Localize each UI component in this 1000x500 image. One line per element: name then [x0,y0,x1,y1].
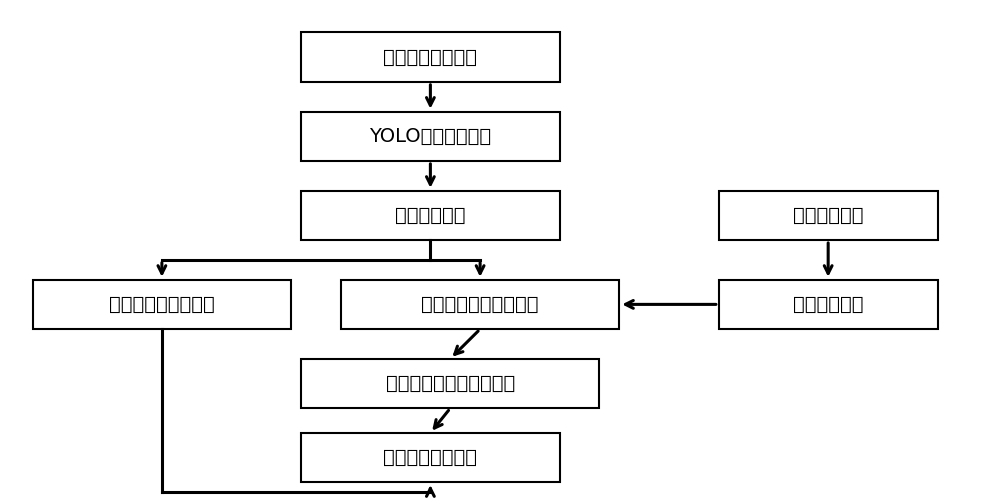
FancyBboxPatch shape [301,433,560,482]
FancyBboxPatch shape [301,190,560,240]
Text: 天花板高度处内扰修正: 天花板高度处内扰修正 [421,295,539,314]
Text: 室内温度预测模型: 室内温度预测模型 [383,448,477,467]
Text: 所需高度处无人状态温度: 所需高度处无人状态温度 [386,374,515,393]
Text: 光纤修正温度: 光纤修正温度 [793,295,863,314]
FancyBboxPatch shape [719,280,938,329]
FancyBboxPatch shape [33,280,291,329]
FancyBboxPatch shape [341,280,619,329]
Text: 所需高度处内扰修正: 所需高度处内扰修正 [109,295,215,314]
Text: 光纤监测温度: 光纤监测温度 [793,206,863,225]
FancyBboxPatch shape [719,190,938,240]
FancyBboxPatch shape [301,112,560,161]
Text: YOLO目标检测算法: YOLO目标检测算法 [369,127,491,146]
Text: 监控视频信息采集: 监控视频信息采集 [383,48,477,66]
Text: 人员分布信息: 人员分布信息 [395,206,466,225]
FancyBboxPatch shape [301,359,599,408]
FancyBboxPatch shape [301,32,560,82]
